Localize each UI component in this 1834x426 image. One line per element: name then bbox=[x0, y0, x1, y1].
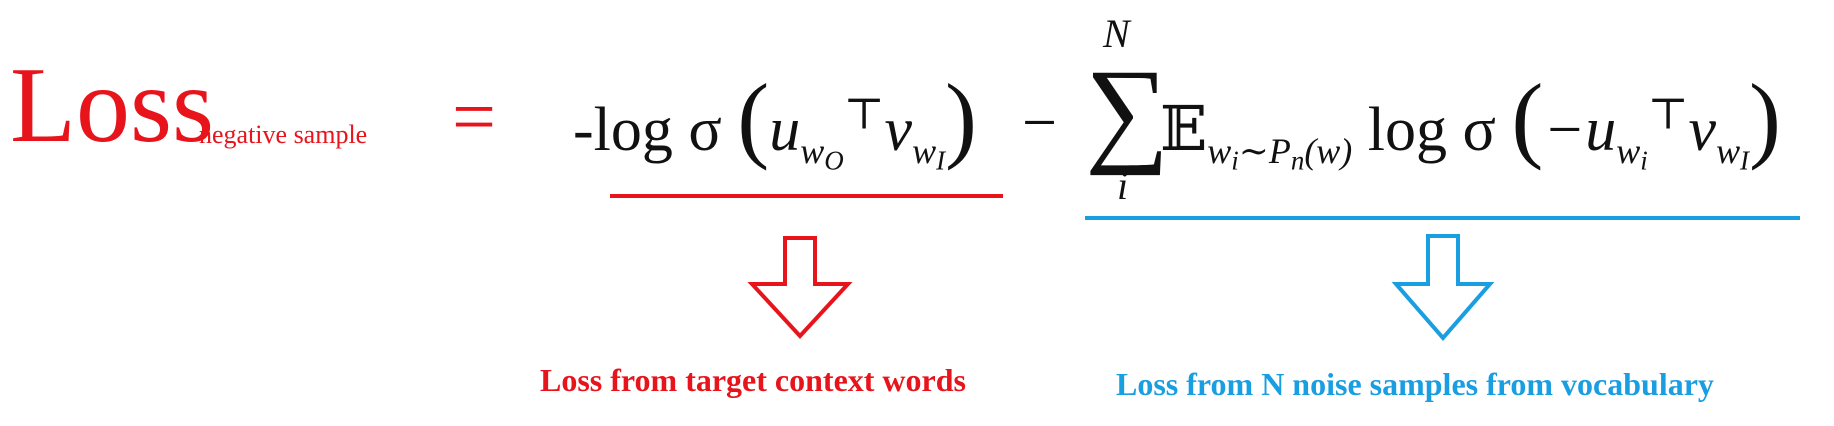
expectation-symbol: 𝔼 bbox=[1160, 96, 1208, 164]
loss-subscript: negative sample bbox=[199, 120, 368, 149]
v-sub: w bbox=[912, 130, 937, 171]
right-paren: ) bbox=[945, 64, 978, 171]
negative-term: 𝔼wi∼Pn(w) log σ (−uwi⊤vwI) bbox=[1160, 70, 1781, 174]
target-context-label: Loss from target context words bbox=[540, 362, 966, 398]
expectation-dist-sub: n bbox=[1290, 145, 1305, 176]
left-paren-2: ( bbox=[1511, 64, 1544, 171]
u-subsub: O bbox=[824, 145, 844, 176]
positive-term: -log σ (uwO⊤vwI) bbox=[573, 70, 977, 174]
blue-down-arrow-icon bbox=[1391, 234, 1495, 342]
sum-upper-limit: N bbox=[1103, 11, 1130, 56]
expectation-dist: ∼P bbox=[1238, 130, 1291, 171]
neg-log-sigma: -log σ bbox=[573, 96, 722, 164]
sum-lower-limit: i bbox=[1117, 163, 1129, 208]
v2-symbol: v bbox=[1688, 96, 1717, 164]
sum-symbol: ∑ bbox=[1085, 45, 1170, 176]
transpose-symbol-2: ⊤ bbox=[1647, 90, 1689, 139]
expectation-sub-w: w bbox=[1207, 130, 1232, 171]
equals-sign: = bbox=[452, 73, 496, 160]
right-paren-2: ) bbox=[1749, 64, 1781, 171]
v-subsub: I bbox=[936, 145, 946, 176]
v-symbol: v bbox=[884, 96, 913, 164]
u2-sub: w bbox=[1616, 130, 1641, 171]
u2-subsub: i bbox=[1640, 145, 1648, 176]
u-sub: w bbox=[800, 130, 825, 171]
u-symbol: u bbox=[769, 96, 801, 164]
loss-title: Loss bbox=[10, 46, 215, 165]
v2-sub: w bbox=[1716, 130, 1741, 171]
noise-samples-label: Loss from N noise samples from vocabular… bbox=[1116, 366, 1714, 402]
transpose-symbol: ⊤ bbox=[843, 90, 885, 139]
neg-u-symbol: −u bbox=[1543, 96, 1617, 164]
expectation-dist-arg: (w) bbox=[1304, 130, 1353, 171]
v2-subsub: I bbox=[1740, 145, 1750, 176]
expectation-sub-i: i bbox=[1231, 145, 1239, 176]
red-down-arrow-icon bbox=[747, 236, 853, 339]
log-sigma: log σ bbox=[1367, 96, 1496, 164]
minus-sign: − bbox=[1022, 89, 1057, 157]
left-paren: ( bbox=[737, 64, 770, 171]
